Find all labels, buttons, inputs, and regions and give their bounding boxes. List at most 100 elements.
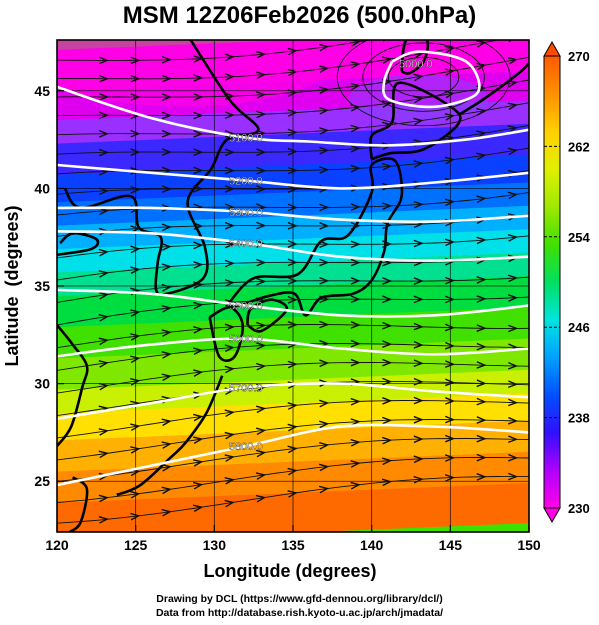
- height-contour: [57, 382, 529, 421]
- colorbar-ticks: 230 238 246 254 262 270: [544, 49, 590, 516]
- streamline-arrow: [444, 156, 456, 165]
- streamline-arrow: [350, 481, 361, 490]
- streamline-arrow: [318, 43, 330, 52]
- y-tick-label: 45: [34, 83, 50, 99]
- streamline-arrow: [98, 148, 110, 157]
- streamline: [57, 438, 529, 482]
- streamline-arrow: [507, 416, 519, 425]
- streamline-arrow: [161, 305, 172, 313]
- streamline-arrow: [476, 130, 487, 138]
- streamline-arrow: [382, 277, 393, 285]
- streamline-arrow: [381, 100, 393, 108]
- streamline-arrow: [161, 441, 172, 449]
- streamline-arrow: [256, 50, 267, 59]
- streamline-arrow: [319, 166, 330, 174]
- streamline-arrow: [382, 221, 393, 230]
- x-tick-label: 130: [203, 537, 227, 553]
- streamline-arrow: [508, 453, 519, 462]
- streamline-arrow: [382, 436, 393, 445]
- streamline-arrow: [507, 147, 519, 156]
- streamline-arrow: [444, 45, 456, 54]
- streamline-arrow: [444, 198, 456, 207]
- streamline-arrow: [193, 241, 204, 250]
- colorbar-max-arrow: [543, 40, 561, 57]
- streamline-arrow: [413, 277, 424, 285]
- streamline-arrow: [98, 187, 110, 196]
- streamline-arrow: [507, 361, 519, 370]
- coastline: [57, 324, 89, 447]
- y-tick-label: 25: [34, 473, 50, 489]
- streamline-arrow: [161, 111, 172, 120]
- low-circulation: [336, 40, 511, 127]
- streamline-arrow: [287, 423, 298, 432]
- streamline-arrow: [476, 361, 487, 369]
- streamline-arrow: [350, 277, 361, 285]
- streamline-arrow: [256, 148, 267, 157]
- colorbar-tick-label: 230: [568, 501, 590, 516]
- streamline-arrow: [224, 185, 235, 193]
- streamline-arrow: [319, 320, 330, 329]
- y-tick-label: 40: [34, 180, 50, 196]
- streamline-arrow: [476, 276, 487, 284]
- colorbar-min-arrow: [543, 507, 561, 524]
- x-tick-label: 125: [124, 537, 148, 553]
- streamline-arrow: [287, 89, 298, 97]
- streamline-arrow: [256, 185, 267, 193]
- streamline-arrow: [445, 415, 456, 424]
- streamline-arrow: [476, 236, 487, 245]
- streamline-arrow: [98, 450, 110, 459]
- y-axis: 25 30 35 40 45: [34, 83, 64, 489]
- streamline: [57, 213, 529, 237]
- streamline-arrow: [193, 504, 204, 513]
- streamline-arrow: [444, 113, 456, 121]
- colorbar-tick-label: 262: [568, 139, 590, 154]
- streamline-arrow: [98, 74, 110, 83]
- streamline-arrow: [130, 225, 141, 233]
- streamline-arrow: [287, 166, 298, 175]
- streamline-arrow: [130, 185, 141, 194]
- streamline: [57, 400, 529, 439]
- x-axis: 120 125 130 135 140 145 150: [45, 525, 541, 553]
- streamline-arrow: [287, 221, 298, 230]
- streamline-arrow: [350, 438, 361, 447]
- streamline-arrow: [130, 512, 141, 521]
- x-tick-label: 140: [360, 537, 384, 553]
- streamline-arrow: [444, 378, 456, 387]
- streamline-arrow: [224, 279, 235, 287]
- streamline-arrow: [287, 402, 298, 410]
- x-axis-label: Longitude (degrees): [203, 561, 376, 581]
- streamline-arrow: [224, 148, 235, 157]
- streamline-arrow: [287, 277, 298, 285]
- streamline-arrow: [382, 340, 393, 348]
- streamline-arrow: [255, 472, 267, 480]
- cold-core: [57, 40, 333, 107]
- streamline-arrow: [256, 258, 267, 267]
- streamline-arrow: [193, 413, 204, 422]
- streamline-arrow: [444, 454, 456, 462]
- streamline-arrow: [98, 360, 110, 368]
- streamline-arrow: [256, 91, 267, 99]
- colorbar-tick-label: 246: [568, 320, 590, 335]
- y-axis-label: Latitude (degrees): [2, 205, 22, 366]
- streamline-arrow: [507, 274, 519, 283]
- streamline: [57, 324, 529, 349]
- streamline-arrow: [350, 397, 361, 406]
- streamline-arrow: [350, 164, 361, 173]
- streamline-arrow: [130, 377, 141, 386]
- streamline-arrow: [193, 369, 204, 377]
- streamline-arrow: [319, 295, 330, 304]
- streamline: [57, 40, 373, 61]
- streamline-arrow: [256, 321, 267, 330]
- streamline-arrow: [319, 106, 330, 115]
- streamline-arrow: [224, 111, 235, 120]
- streamline-arrow: [98, 129, 110, 138]
- streamline-arrow: [161, 329, 172, 337]
- y-tick-label: 35: [34, 278, 50, 294]
- streamline-arrow: [161, 223, 172, 232]
- streamline-arrow: [476, 195, 487, 204]
- streamline-arrow: [287, 185, 298, 193]
- streamline-arrow: [287, 47, 298, 56]
- streamline-arrow: [224, 92, 235, 101]
- streamline: [57, 124, 529, 155]
